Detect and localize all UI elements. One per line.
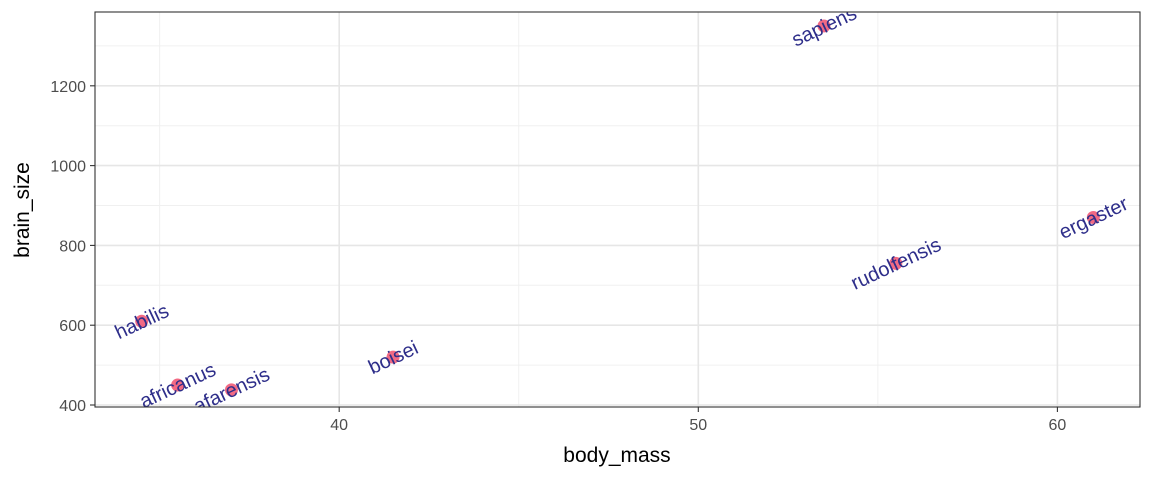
major-gridlines [95,12,1140,407]
y-tick-label: 400 [59,398,86,415]
x-tick-label: 60 [1049,417,1067,434]
data-point [171,378,185,392]
data-point [386,350,400,364]
y-tick-label: 600 [59,318,86,335]
x-tick-label: 40 [330,417,348,434]
data-point [1086,210,1100,224]
y-tick-label: 800 [59,238,86,255]
data-point [224,383,238,397]
minor-gridlines [95,12,1140,407]
y-tick-label: 1000 [50,159,86,176]
x-axis-title: body_mass [563,444,670,467]
data-points [135,19,1100,397]
x-tick-label: 50 [689,417,707,434]
panel-border [94,11,1141,408]
data-point [889,256,903,270]
x-axis-ticks: 40 50 60 [330,407,1066,434]
y-tick-label: 1200 [50,79,86,96]
y-axis-title: brain_size [11,162,34,258]
data-point [135,314,149,328]
data-point [817,19,831,33]
y-axis-ticks: 400 600 800 1000 1200 [50,79,95,415]
